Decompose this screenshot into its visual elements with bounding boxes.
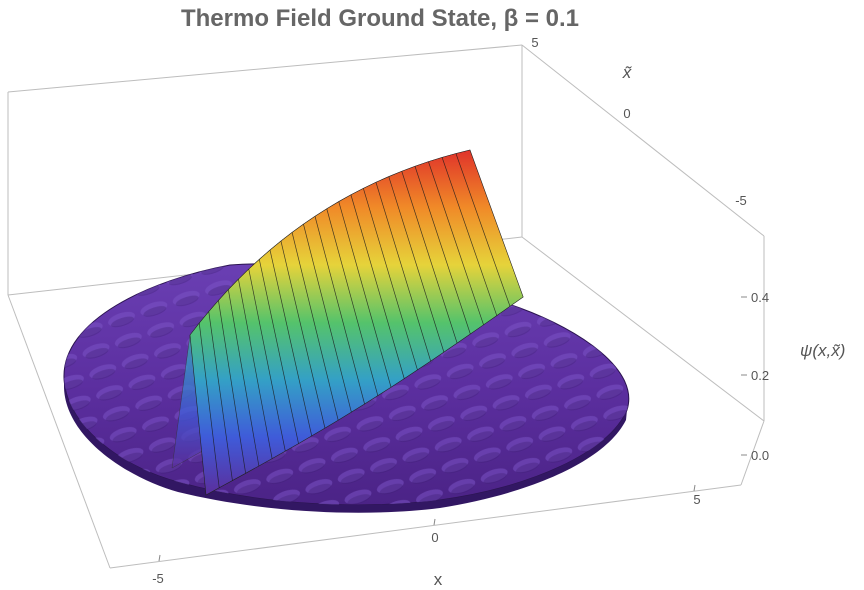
ridge-mesh-line xyxy=(280,240,326,429)
ridge-mesh-line xyxy=(441,157,498,316)
ridge-mesh-line xyxy=(314,216,365,405)
x-tick-label: 0 xyxy=(431,530,438,545)
y-axis: 5 0 -5 x̃ xyxy=(531,35,746,208)
ridge-mesh-line xyxy=(350,194,405,379)
ridge-mesh-line xyxy=(258,259,299,444)
ridge-mesh-line xyxy=(362,188,418,371)
z-axis: 0.0 0.2 0.4 ψ(x,x̃) xyxy=(741,290,845,463)
ridge-mesh-line xyxy=(208,311,233,481)
y-tick-label: 0 xyxy=(623,106,630,121)
ridge-mesh-line xyxy=(455,153,511,307)
ridge-mesh-line xyxy=(388,176,445,353)
ridge-mesh-line xyxy=(338,201,392,388)
ridge-mesh-line xyxy=(428,161,484,325)
ridge-mesh-line xyxy=(198,323,220,488)
ridge-mesh-line xyxy=(269,249,313,437)
surface-ridge xyxy=(171,149,524,496)
ridge-mesh-line xyxy=(227,289,260,467)
x-tick-label: 5 xyxy=(693,492,700,507)
ridge-mesh-line xyxy=(238,279,273,459)
z-tick-label: 0.0 xyxy=(751,448,769,463)
ridge-mesh-line xyxy=(375,182,432,362)
x-tick-mark xyxy=(158,554,161,562)
x-axis-label: x xyxy=(434,570,443,589)
x-tick-mark xyxy=(693,484,696,492)
ridge-mesh-line xyxy=(401,171,458,344)
x-tick-mark xyxy=(433,518,436,526)
x-tick-label: -5 xyxy=(152,571,164,586)
ridge-mesh-line xyxy=(414,166,471,335)
z-tick-label: 0.2 xyxy=(751,368,769,383)
z-tick-label: 0.4 xyxy=(751,290,769,305)
y-tick-label: -5 xyxy=(735,193,747,208)
ridge-mesh-line xyxy=(326,208,379,396)
y-tick-label: 5 xyxy=(531,35,538,50)
z-axis-label: ψ(x,x̃) xyxy=(800,341,845,360)
ridge-mesh-lines xyxy=(198,153,511,488)
bounding-box-front xyxy=(7,92,765,569)
ridge-mesh-line xyxy=(303,224,352,413)
ridge-mesh-line xyxy=(291,232,339,421)
ridge-mesh-line xyxy=(248,268,286,452)
ridge-mesh-line xyxy=(218,300,246,474)
x-axis: -5 0 5 x xyxy=(152,484,701,589)
y-axis-label: x̃ xyxy=(622,63,633,82)
chart-title: Thermo Field Ground State, β = 0.1 xyxy=(181,5,579,32)
